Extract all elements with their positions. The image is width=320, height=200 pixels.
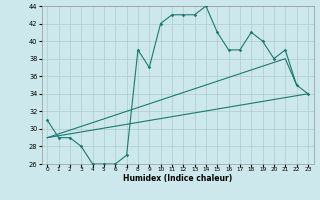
X-axis label: Humidex (Indice chaleur): Humidex (Indice chaleur) (123, 174, 232, 183)
